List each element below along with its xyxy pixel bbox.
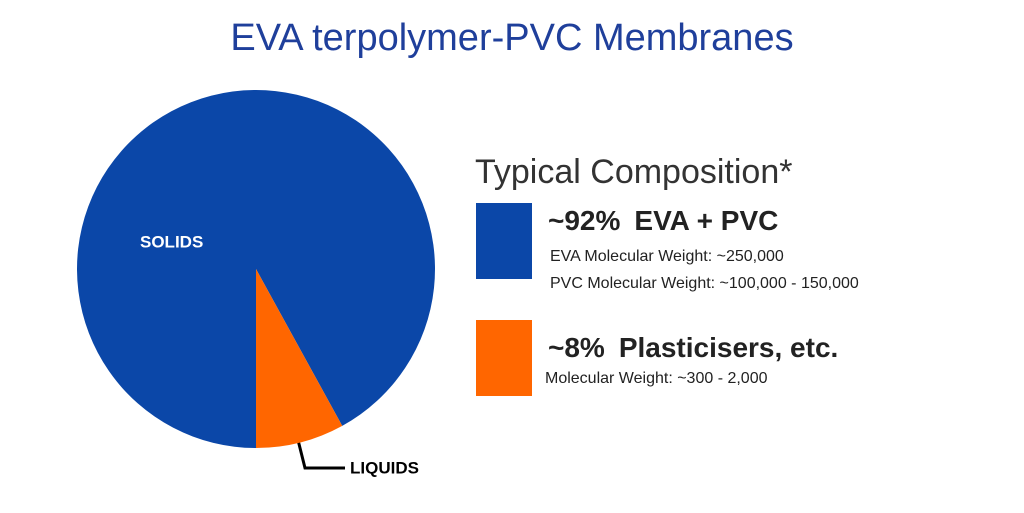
- slice-label: LIQUIDS: [350, 458, 419, 477]
- legend-label: EVA + PVC: [634, 205, 778, 236]
- legend-detail: PVC Molecular Weight: ~100,000 - 150,000: [550, 275, 859, 292]
- pie-slice: [256, 269, 343, 448]
- pie-slice: [76, 89, 435, 449]
- legend-detail: Molecular Weight: ~300 - 2,000: [545, 370, 768, 387]
- value-label: ~92%: [548, 205, 620, 236]
- legend-heading: ~92% EVA + PVC: [548, 205, 778, 236]
- value-label: ~8%: [548, 332, 605, 363]
- legend-label: Plasticisers, etc.: [619, 332, 838, 363]
- chart-title: EVA terpolymer-PVC Membranes: [230, 17, 793, 59]
- legend-heading: ~8% Plasticisers, etc.: [548, 332, 838, 363]
- slice-label: SOLIDS: [140, 232, 203, 251]
- legend-swatch: [476, 320, 532, 396]
- legend-detail: EVA Molecular Weight: ~250,000: [550, 248, 784, 265]
- legend-title: Typical Composition*: [475, 153, 792, 191]
- legend-swatch: [476, 203, 532, 279]
